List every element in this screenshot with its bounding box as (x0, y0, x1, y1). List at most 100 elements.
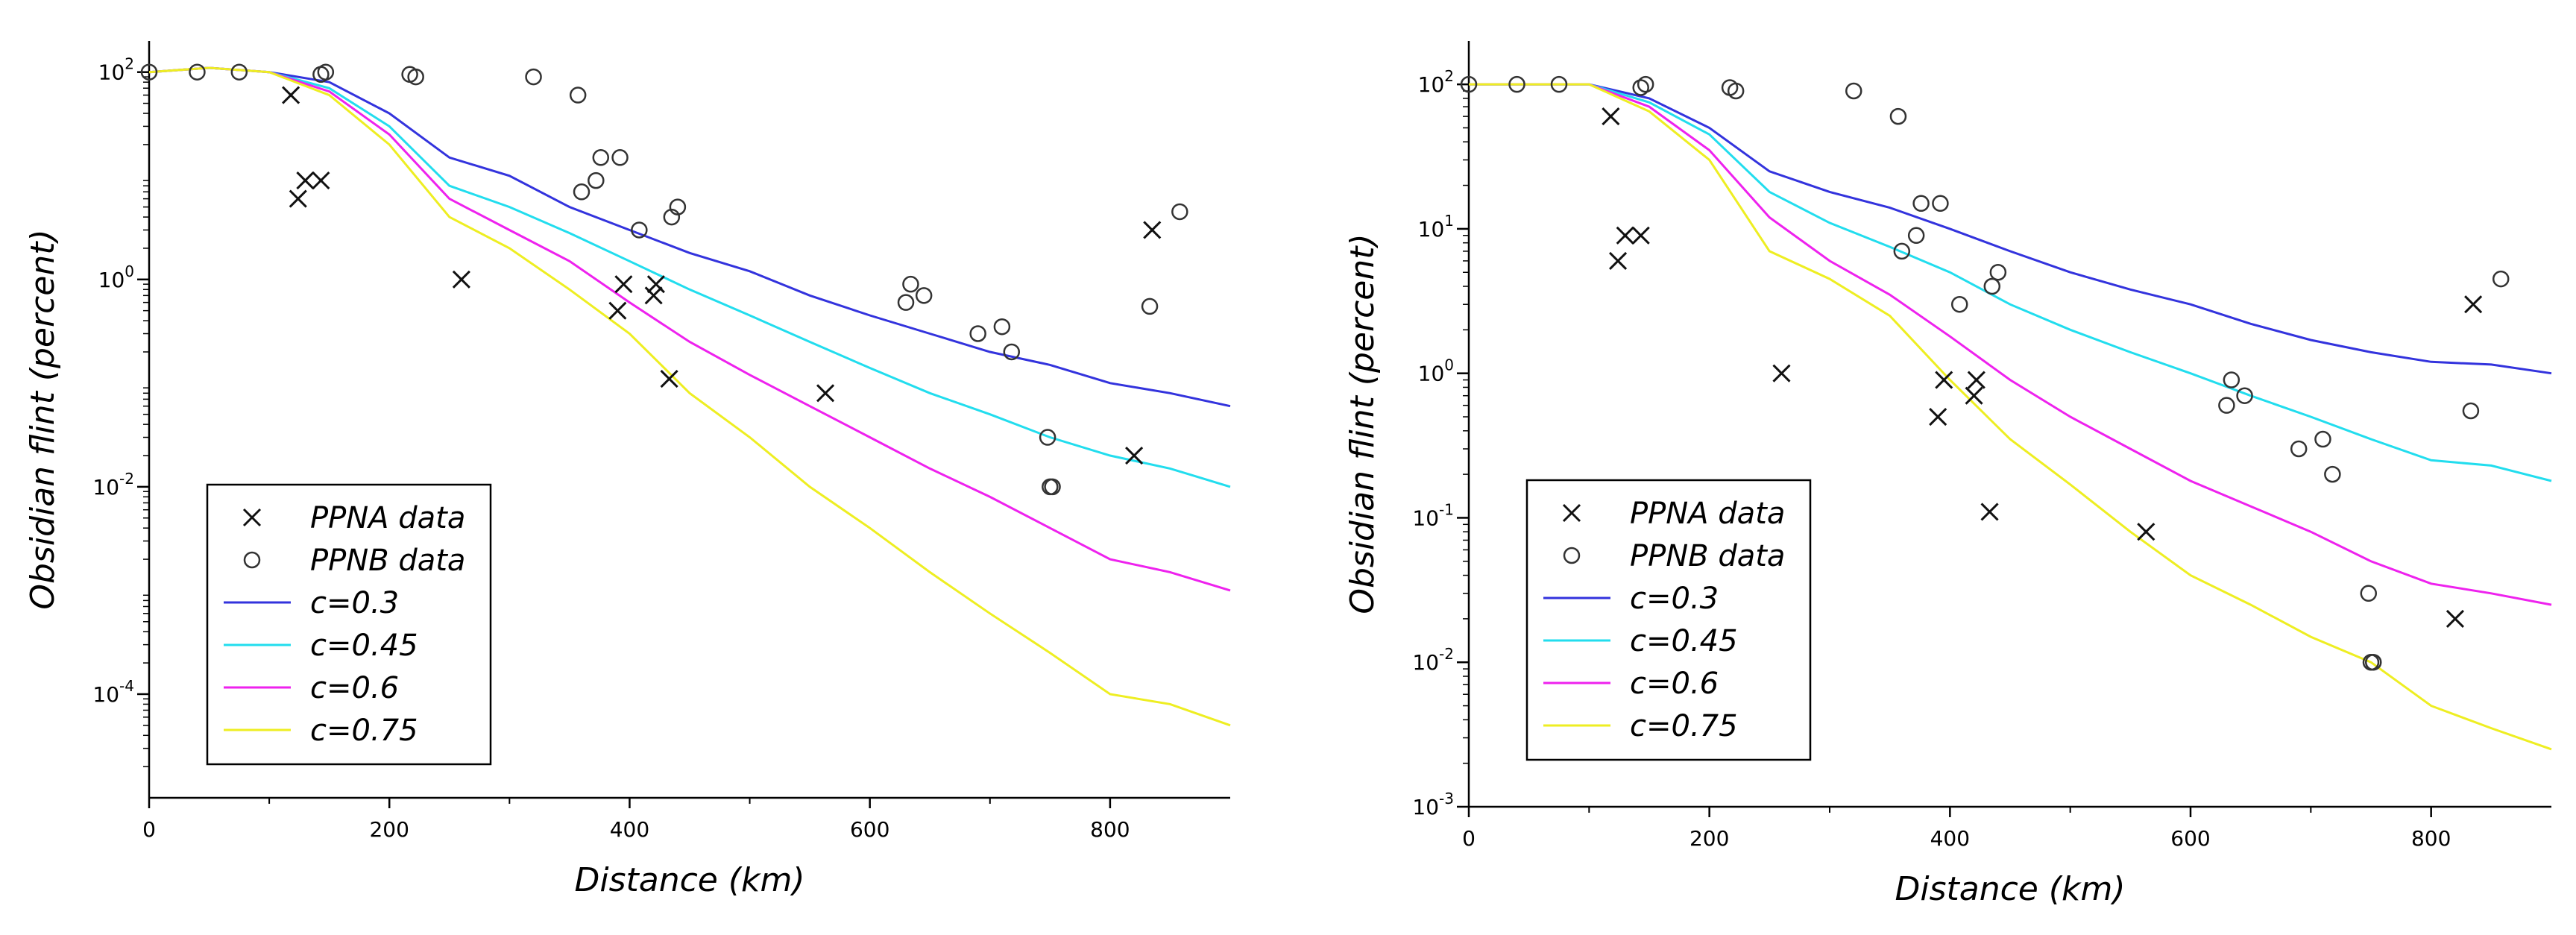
legend-label: PPNB data (310, 544, 465, 578)
legend-item: c=0.45 (1543, 624, 1738, 658)
y-tick-exponent: 1 (1444, 212, 1454, 230)
data-point (525, 68, 542, 86)
legend-label: c=0.3 (310, 586, 399, 620)
data-point (1508, 75, 1525, 93)
data-point (1631, 226, 1650, 245)
legend-label: c=0.6 (310, 671, 399, 705)
y-tick-label: 100 (98, 262, 134, 292)
y-tick-exponent: -2 (1439, 645, 1454, 663)
data-point (1907, 227, 1925, 245)
x-tick-label: 600 (2170, 826, 2210, 851)
x-tick-label: 200 (1689, 826, 1729, 851)
data-point (2218, 397, 2235, 414)
data-point (2462, 402, 2480, 420)
data-point (2314, 430, 2331, 448)
data-point (140, 63, 158, 81)
data-point (2137, 523, 2155, 541)
legend-marker (1563, 547, 1581, 564)
data-point (993, 318, 1011, 336)
data-point (452, 270, 470, 289)
series-points-PPNA data (282, 86, 1162, 465)
series-points-PPNB data (140, 63, 1188, 496)
series-line-c=0.45 (1469, 83, 2552, 482)
data-point (1772, 364, 1791, 382)
data-point (230, 63, 248, 81)
y-tick-exponent: 2 (125, 55, 134, 73)
legend-item: c=0.75 (1543, 709, 1738, 743)
y-tick-exponent: 0 (1444, 356, 1454, 374)
y-tick-label: 101 (1418, 212, 1454, 242)
data-point (1935, 371, 1953, 389)
legend-label: c=0.75 (310, 714, 418, 748)
data-point (1039, 429, 1056, 446)
legend-box (1525, 479, 1812, 761)
data-point (1608, 251, 1628, 270)
x-axis-title: Distance (km) (1895, 870, 2125, 908)
data-point (669, 198, 687, 215)
legend-item: c=0.6 (1543, 667, 1719, 701)
y-tick-label: 10-1 (1412, 500, 1454, 530)
y-tick-exponent: -2 (119, 470, 134, 488)
legend-item: c=0.3 (224, 586, 399, 620)
data-point (1044, 478, 1061, 496)
y-tick-label: 10-2 (92, 470, 134, 500)
x-tick-label: 800 (1090, 817, 1130, 842)
legend: PPNA data PPNB data c=0.3 c=0.45 c=0.6 c=0.75 (206, 483, 492, 766)
legend-marker (1562, 503, 1581, 523)
data-point (614, 275, 633, 294)
data-point (588, 171, 605, 189)
data-point (1932, 195, 1949, 212)
legend-item: c=0.3 (1543, 582, 1719, 616)
series-line-c=0.75 (1469, 83, 2552, 751)
data-point (1460, 75, 1478, 93)
data-point (646, 275, 665, 294)
chart-panel-1: 0 200 400 600 800 102 100 10-2 10-4 Distance (km)… (24, 41, 1231, 899)
data-point (189, 63, 206, 81)
data-point (2223, 371, 2240, 388)
legend-item: PPNA data (242, 501, 465, 535)
legend-label: PPNA data (1630, 497, 1785, 531)
data-point (592, 149, 610, 166)
legend-label: PPNA data (310, 501, 465, 535)
y-axis-title: Obsidian flint (percent) (1344, 233, 1382, 614)
legend-marker (242, 508, 262, 527)
legend-box (206, 483, 492, 766)
data-point (1889, 107, 1907, 125)
data-point (1143, 221, 1162, 239)
x-axis-title: Distance (km) (574, 861, 804, 899)
data-point (1550, 75, 1568, 93)
data-point (1602, 107, 1620, 126)
y-tick-label: 10-3 (1412, 790, 1454, 819)
legend-label: c=0.45 (1630, 624, 1738, 658)
data-point (1912, 195, 1930, 212)
data-point (1125, 446, 1144, 465)
legend-item: c=0.45 (224, 629, 418, 663)
series-points-PPNA data (1602, 107, 2483, 628)
data-point (1637, 75, 1654, 93)
data-point (1003, 343, 1021, 361)
data-point (573, 183, 591, 201)
data-point (2364, 653, 2382, 671)
legend-item: PPNA data (1562, 497, 1785, 531)
data-point (1727, 82, 1745, 100)
data-point (663, 208, 681, 226)
x-tick-label: 400 (1930, 826, 1970, 851)
data-point (1141, 298, 1159, 315)
data-point (1616, 226, 1634, 245)
data-point (2492, 270, 2510, 288)
y-tick-exponent: 2 (1444, 67, 1454, 85)
legend-item: PPNB data (1563, 539, 1785, 573)
data-point (1632, 79, 1649, 96)
legend-marker (243, 551, 261, 569)
data-point (317, 63, 335, 81)
data-point (1893, 242, 1911, 260)
data-point (569, 86, 587, 104)
y-tick-label: 10-4 (92, 677, 134, 707)
data-point (1989, 263, 2007, 281)
y-tick-exponent: 0 (125, 262, 134, 280)
series-line-c=0.3 (1469, 83, 2552, 375)
y-tick-exponent: -1 (1439, 500, 1454, 518)
series-line-c=0.75 (149, 66, 1231, 727)
data-point (611, 149, 629, 166)
legend-item: c=0.75 (224, 714, 418, 748)
